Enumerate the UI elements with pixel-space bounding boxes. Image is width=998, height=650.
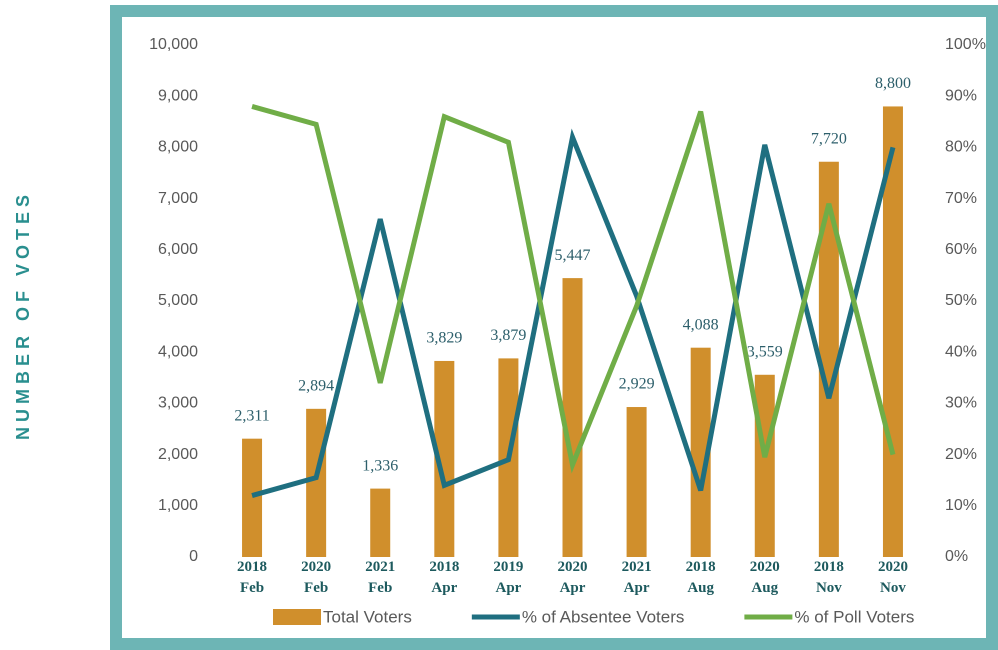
y-tick-label: 6,000 [158, 241, 198, 258]
bar [242, 438, 263, 557]
x-tick-label: 2018 Aug [686, 559, 716, 596]
data-label: 8,800 [875, 75, 911, 92]
x-tick-line: 2020 [301, 559, 331, 575]
y-tick-label: 10,000 [149, 36, 198, 53]
x-tick-line: 2018 [686, 559, 716, 575]
x-tick-label: 2020 Aug [750, 559, 780, 596]
x-tick-line: 2018 [237, 559, 267, 575]
bar [690, 347, 711, 557]
bar [562, 278, 583, 557]
x-tick-line: 2021 [622, 559, 652, 575]
x-tick-line: Feb [240, 580, 264, 596]
x-tick-label: 2020 Feb [301, 559, 331, 596]
y2-tick-label: 90% [945, 87, 977, 104]
data-label: 3,829 [426, 330, 462, 347]
x-tick-label: 2018 Feb [237, 559, 267, 596]
x-tick-line: Apr [624, 580, 650, 596]
legend-label: Total Voters [323, 607, 412, 626]
x-tick-line: Nov [880, 580, 906, 596]
x-tick-line: 2019 [493, 559, 523, 575]
bar [626, 407, 647, 557]
x-tick-line: Apr [560, 580, 586, 596]
y-tick-label: 1,000 [158, 497, 198, 514]
bar [434, 360, 455, 557]
data-label: 4,088 [683, 316, 719, 333]
legend-swatch [273, 609, 321, 625]
y-tick-label: 0 [189, 548, 198, 565]
x-tick-label: 2021 Apr [622, 559, 652, 596]
x-tick-label: 2018 Apr [429, 559, 459, 596]
y2-tick-label: 20% [945, 446, 977, 463]
y2-tick-label: 30% [945, 395, 977, 412]
y-tick-label: 9,000 [158, 87, 198, 104]
x-tick-label: 2019 Apr [493, 559, 523, 596]
x-tick-line: Aug [751, 580, 778, 596]
y2-tick-label: 50% [945, 292, 977, 309]
data-label: 7,720 [811, 130, 847, 147]
data-label: 3,879 [490, 327, 526, 344]
y2-tick-label: 100% [945, 36, 986, 53]
x-tick-label: 2020 Nov [878, 559, 908, 596]
data-label: 2,311 [234, 407, 269, 424]
data-label: 1,336 [362, 457, 398, 474]
data-label: 2,929 [619, 376, 655, 393]
x-tick-line: Apr [495, 580, 521, 596]
y-tick-label: 3,000 [158, 395, 198, 412]
x-tick-line: 2021 [365, 559, 395, 575]
line [251, 104, 896, 474]
y2-tick-label: 80% [945, 139, 977, 156]
data-label: 3,559 [747, 343, 783, 360]
x-tick-line: Aug [687, 580, 714, 596]
bar [818, 161, 839, 557]
y-tick-label: 5,000 [158, 292, 198, 309]
bar [370, 488, 391, 557]
x-tick-line: 2020 [558, 559, 588, 575]
x-tick-line: Feb [368, 580, 392, 596]
bar [754, 374, 775, 557]
legend-label: % of Absentee Voters [522, 607, 685, 626]
x-tick-line: Apr [431, 580, 457, 596]
y2-tick-label: 70% [945, 190, 977, 207]
bar [306, 408, 327, 557]
y2-tick-label: 10% [945, 497, 977, 514]
data-label: 5,447 [555, 247, 591, 264]
y-tick-label: 2,000 [158, 446, 198, 463]
y-tick-label: 4,000 [158, 343, 198, 360]
x-tick-line: 2020 [750, 559, 780, 575]
data-label: 2,894 [298, 377, 334, 394]
x-tick-line: 2020 [878, 559, 908, 575]
x-tick-line: 2018 [814, 559, 844, 575]
y2-tick-label: 60% [945, 241, 977, 258]
y2-tick-label: 0% [945, 548, 968, 565]
x-tick-line: Nov [816, 580, 842, 596]
x-tick-label: 2020 Apr [558, 559, 588, 596]
y2-tick-label: 40% [945, 343, 977, 360]
y-tick-label: 8,000 [158, 139, 198, 156]
y-axis-label: NUMBER OF VOTES [13, 190, 33, 440]
x-tick-label: 2021 Feb [365, 559, 395, 596]
x-tick-line: Feb [304, 580, 328, 596]
y-tick-label: 7,000 [158, 190, 198, 207]
x-tick-label: 2018 Nov [814, 559, 844, 596]
x-tick-line: 2018 [429, 559, 459, 575]
legend-label: % of Poll Voters [794, 607, 914, 626]
